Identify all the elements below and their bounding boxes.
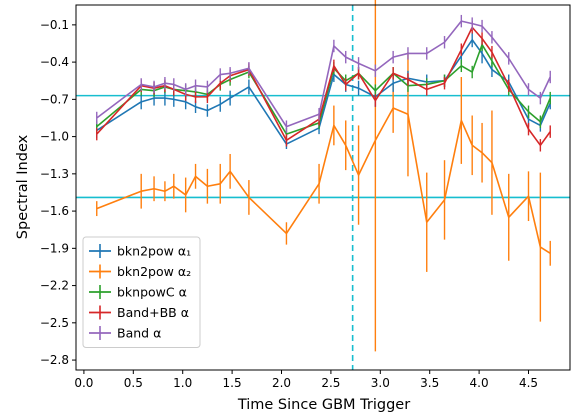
x-tick-label: 0.5 [124, 376, 143, 390]
x-axis-label: Time Since GBM Trigger [237, 397, 410, 413]
legend: bkn2pow α₁ bkn2pow α₂ bknpowC α Band+BB α Ba… [82, 236, 201, 348]
y-axis-label: Spectral Index [15, 134, 31, 239]
x-tick-label: 4.0 [470, 376, 489, 390]
series-4 [96, 14, 551, 133]
legend-label: Band α [117, 326, 161, 341]
y-tick-label: −1.0 [40, 130, 69, 144]
y-tick-label: −1.9 [40, 241, 69, 255]
legend-label: bkn2pow α₂ [117, 264, 191, 279]
plot-area [76, 0, 570, 370]
y-tick-label: −2.5 [40, 316, 69, 330]
legend-label: bkn2pow α₁ [117, 244, 191, 259]
x-tick-label: 2.5 [321, 376, 340, 390]
y-tick-label: −0.4 [40, 55, 69, 69]
x-tick-label: 0.0 [74, 376, 93, 390]
y-tick-label: −1.3 [40, 167, 69, 181]
y-tick-label: −0.7 [40, 92, 69, 106]
x-tick-label: 3.5 [420, 376, 439, 390]
x-tick-label: 1.0 [173, 376, 192, 390]
y-tick-label: −2.8 [40, 353, 69, 367]
y-tick-label: −1.6 [40, 204, 69, 218]
axes: 0.0 0.5 1.0 1.5 2.0 2.5 3.0 3.5 4.0 4.5 −0.1 −0.4 −0… [40, 4, 571, 390]
y-tick-label: −2.2 [40, 279, 69, 293]
x-tick-label: 4.5 [519, 376, 538, 390]
legend-label: Band+BB α [117, 305, 189, 320]
x-tick-label: 3.0 [371, 376, 390, 390]
legend-label: bknpowC α [117, 285, 187, 300]
x-tick-label: 2.0 [272, 376, 291, 390]
plot-frame [75, 4, 571, 371]
y-tick-label: −0.1 [40, 18, 69, 32]
legend-box [82, 236, 201, 348]
x-tick-label: 1.5 [223, 376, 242, 390]
